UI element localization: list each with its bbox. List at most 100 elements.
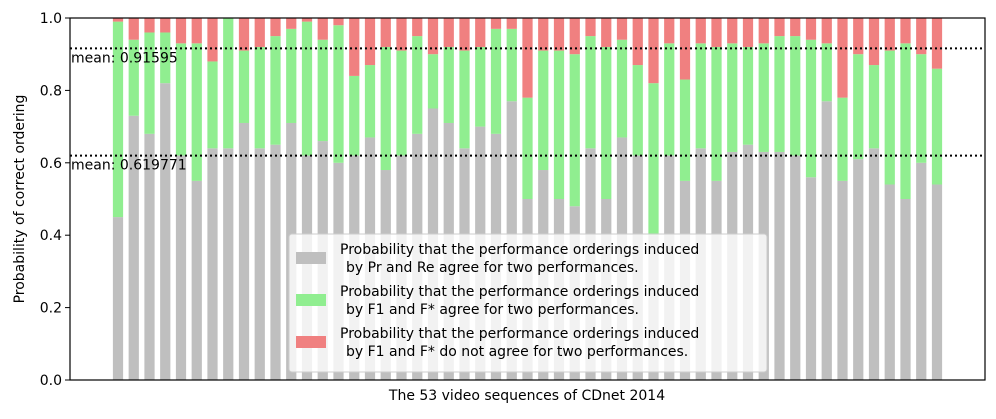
bar-segment-s2-45 <box>821 18 832 44</box>
bar-segment-s2-46 <box>837 18 848 98</box>
bar-segment-s1-29 <box>569 54 580 207</box>
bar-segment-s2-35 <box>664 18 675 44</box>
bar-segment-s1-14 <box>333 25 344 163</box>
bar-segment-s1-16 <box>364 65 376 138</box>
bar-segment-s2-10 <box>270 18 281 37</box>
plot-frame <box>69 17 986 381</box>
y-tick-label-0: 0.0 <box>40 373 62 389</box>
bar-segment-s2-44 <box>805 18 817 40</box>
legend-label-0-line2: by Pr and Re agree for two performances. <box>346 260 639 276</box>
bar-segment-s1-50 <box>900 43 911 200</box>
bar-segment-s1-17 <box>380 46 391 171</box>
bar-segment-s2-48 <box>868 18 880 66</box>
bar-segment-s2-33 <box>632 18 643 66</box>
bar-segment-s2-21 <box>443 18 454 47</box>
bar-segment-s0-51 <box>916 162 927 380</box>
bar-segment-s1-20 <box>427 54 439 109</box>
bar-segment-s1-33 <box>632 65 643 156</box>
bar-segment-s0-1 <box>128 115 139 381</box>
bar-segment-s1-3 <box>160 32 171 84</box>
bar-segment-s2-17 <box>380 18 391 47</box>
bar-segment-s2-15 <box>349 18 360 76</box>
bar-segment-s1-11 <box>286 28 297 123</box>
bar-segment-s2-1 <box>128 18 139 40</box>
bar-segment-s1-28 <box>553 50 565 199</box>
bar-segment-s1-5 <box>191 43 202 181</box>
bar-segment-s1-7 <box>223 18 234 149</box>
mean-label-1: mean: 0.619771 <box>71 158 187 174</box>
bar-segment-s1-0 <box>112 21 124 218</box>
bar-segment-s2-12 <box>301 18 313 22</box>
bar-segment-s2-34 <box>648 18 659 84</box>
bar-segment-s2-40 <box>742 18 754 47</box>
bar-segment-s2-23 <box>475 18 486 47</box>
bar-segment-s2-9 <box>254 18 265 47</box>
bar-segment-s2-28 <box>553 18 565 51</box>
legend-label-2-line1: Probability that the performance orderin… <box>340 326 699 342</box>
y-tick-label-3: 0.6 <box>40 156 62 172</box>
legend-label-2-line2: by F1 and F* do not agree for two perfor… <box>346 344 688 360</box>
bar-segment-s0-46 <box>837 180 848 380</box>
bar-segment-s1-52 <box>931 68 943 185</box>
bar-segment-s2-18 <box>396 18 407 51</box>
bar-segment-s0-50 <box>900 199 911 380</box>
bar-segment-s2-26 <box>522 18 533 98</box>
bar-segment-s1-13 <box>317 39 328 142</box>
bar-segment-s1-35 <box>664 43 675 156</box>
bar-segment-s2-38 <box>711 18 722 47</box>
bar-segment-s1-23 <box>475 46 486 127</box>
reference-lines: mean: 0.91595 mean: 0.619771 <box>70 47 985 174</box>
bar-segment-s0-8 <box>238 122 250 380</box>
y-tick-label-4: 0.8 <box>40 83 62 99</box>
bar-segment-s1-19 <box>412 36 423 134</box>
bar-segment-s1-40 <box>742 46 754 145</box>
bar-segment-s1-6 <box>207 61 218 149</box>
bar-segment-s2-47 <box>853 18 864 55</box>
bar-segment-s0-5 <box>191 180 202 380</box>
bar-segment-s2-13 <box>317 18 328 40</box>
bar-segment-s0-48 <box>868 148 880 380</box>
bar-segment-s2-8 <box>238 18 250 51</box>
bar-segment-s2-42 <box>774 18 785 37</box>
bar-segment-s1-30 <box>585 36 596 149</box>
bar-segment-s2-52 <box>931 18 943 69</box>
bar-segment-s1-45 <box>821 43 832 102</box>
bar-segment-s2-4 <box>175 18 187 44</box>
bar-segment-s1-44 <box>805 39 817 178</box>
bar-segment-s1-12 <box>301 21 313 156</box>
mean-label-0: mean: 0.91595 <box>71 50 178 66</box>
bar-segment-s1-49 <box>884 50 895 185</box>
bar-segment-s1-15 <box>349 75 360 156</box>
bar-segment-s1-37 <box>695 43 706 149</box>
bar-segment-s1-24 <box>490 28 502 134</box>
y-axis: 0.0 0.2 0.4 0.6 0.8 1.0 <box>40 11 70 389</box>
bar-segment-s2-39 <box>727 18 738 44</box>
bar-segment-s0-4 <box>175 155 187 380</box>
bar-segment-s1-36 <box>679 79 691 181</box>
bar-segment-s2-0 <box>112 18 124 22</box>
bar-segment-s1-27 <box>538 50 549 171</box>
bar-segment-s2-49 <box>884 18 895 51</box>
legend-swatch-2 <box>296 336 326 348</box>
bar-segment-s2-6 <box>207 18 218 62</box>
bar-segment-s1-21 <box>443 46 454 123</box>
bar-segment-s2-41 <box>758 18 769 44</box>
bar-segment-s0-10 <box>270 144 281 380</box>
bar-segment-s2-14 <box>333 18 344 26</box>
y-tick-label-2: 0.4 <box>40 228 62 244</box>
legend-label-1-line1: Probability that the performance orderin… <box>340 284 699 300</box>
y-tick-label-1: 0.2 <box>40 301 62 317</box>
bar-segment-s0-6 <box>207 148 218 380</box>
bar-segment-s1-47 <box>853 54 864 160</box>
bar-segment-s2-5 <box>191 18 202 44</box>
bar-segment-s2-31 <box>601 18 612 47</box>
bar-segment-s0-2 <box>144 133 155 380</box>
bar-segment-s2-11 <box>286 18 297 29</box>
bar-segment-s2-37 <box>695 18 706 44</box>
x-axis-label: The 53 video sequences of CDnet 2014 <box>388 388 665 404</box>
legend-label-0-line1: Probability that the performance orderin… <box>340 242 699 258</box>
bar-segment-s1-51 <box>916 54 927 163</box>
bar-segment-s2-2 <box>144 18 155 33</box>
bar-segment-s1-22 <box>459 50 470 149</box>
